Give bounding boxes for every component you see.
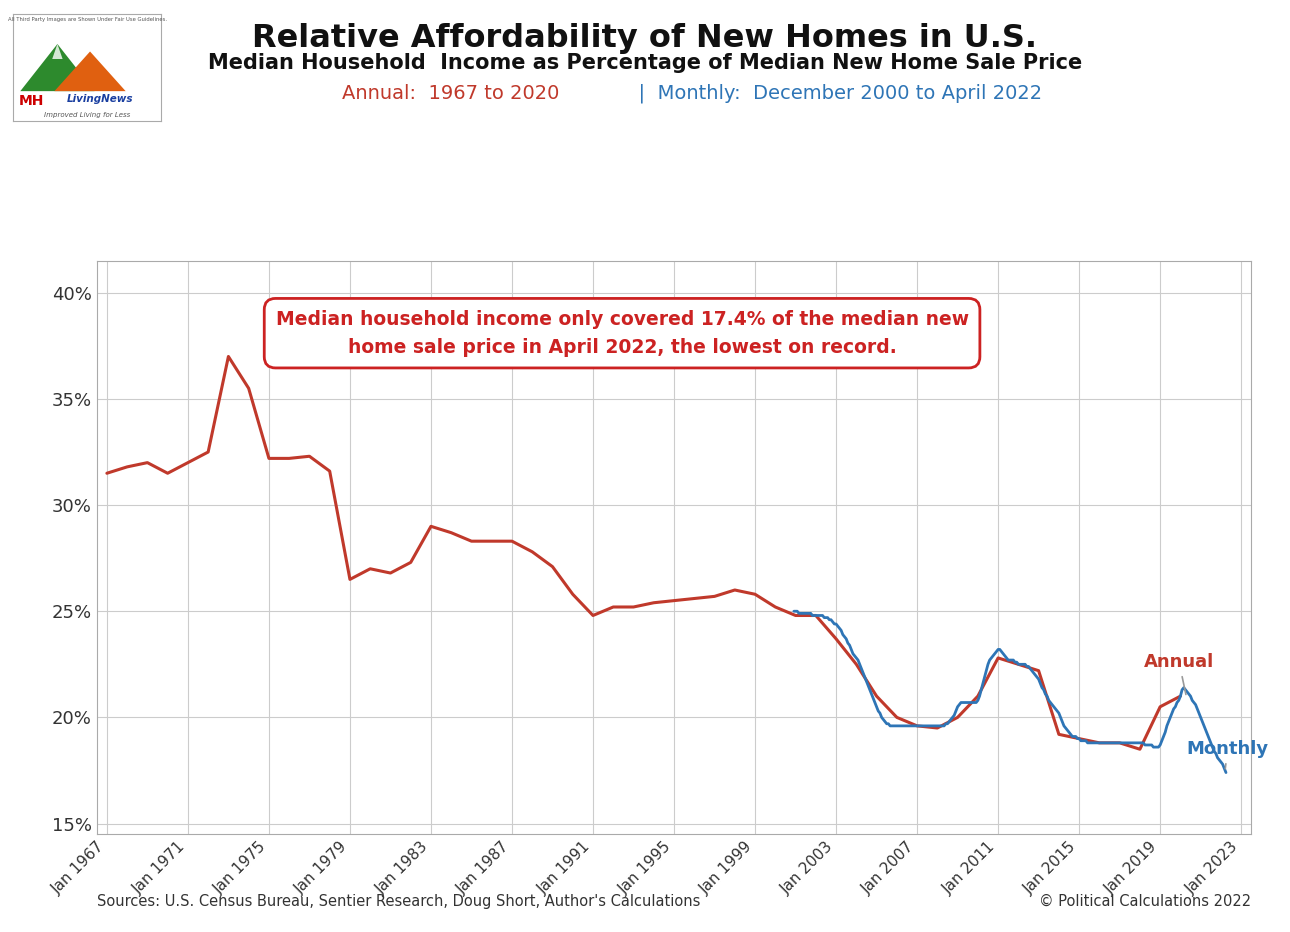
Text: Sources: U.S. Census Bureau, Sentier Research, Doug Short, Author's Calculations: Sources: U.S. Census Bureau, Sentier Res…	[97, 894, 700, 909]
Text: Median Household  Income as Percentage of Median New Home Sale Price: Median Household Income as Percentage of…	[208, 53, 1082, 73]
Text: Relative Affordability of New Homes in U.S.: Relative Affordability of New Homes in U…	[253, 23, 1037, 54]
Text: Annual: Annual	[1144, 653, 1214, 694]
Text: MH: MH	[19, 94, 44, 108]
Text: LivingNews: LivingNews	[66, 94, 133, 104]
Polygon shape	[52, 44, 63, 59]
Polygon shape	[54, 51, 125, 91]
Text: Median household income only covered 17.4% of the median new
home sale price in : Median household income only covered 17.…	[276, 309, 969, 357]
Text: Annual:  1967 to 2020: Annual: 1967 to 2020	[342, 84, 560, 103]
Text: © Political Calculations 2022: © Political Calculations 2022	[1040, 894, 1251, 909]
Polygon shape	[21, 44, 94, 91]
Text: |  Monthly:  December 2000 to April 2022: | Monthly: December 2000 to April 2022	[626, 84, 1042, 103]
Text: Monthly: Monthly	[1187, 740, 1268, 769]
Text: All Third Party Images are Shown Under Fair Use Guidelines.: All Third Party Images are Shown Under F…	[8, 17, 166, 22]
Text: Improved Living for Less: Improved Living for Less	[44, 112, 130, 118]
